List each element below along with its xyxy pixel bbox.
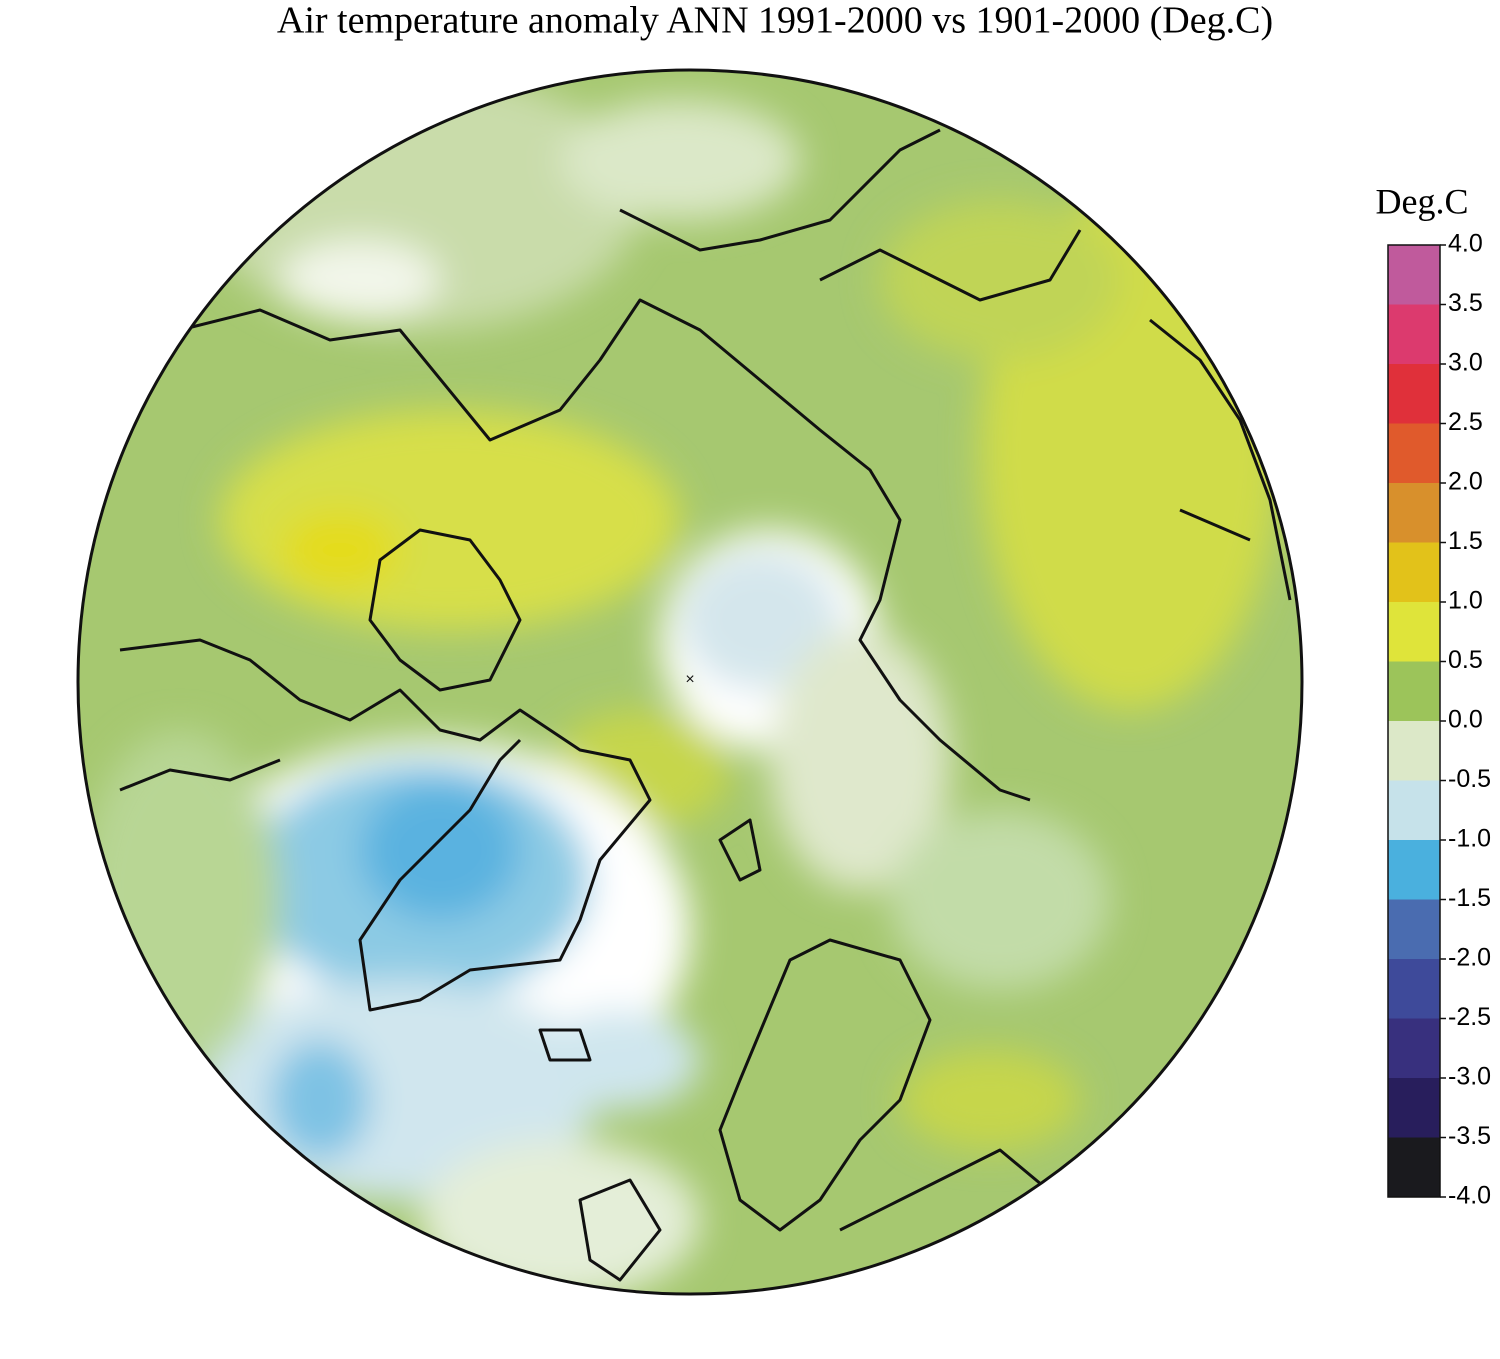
colorbar-tick-label: 0.0: [1448, 706, 1483, 734]
colorbar-tick-label: -1.5: [1448, 884, 1491, 912]
colorbar-swatch: [1388, 364, 1440, 424]
colorbar-tick-label: -4.0: [1448, 1182, 1491, 1210]
colorbar-tick-label: 1.5: [1448, 527, 1483, 555]
colorbar-swatch: [1388, 959, 1440, 1019]
colorbar-tick-label: 3.0: [1448, 349, 1483, 377]
colorbar: 4.0 3.5 3.0 2.5 2.0 1.5 1.0 0.5 0.0 -0.5 -1.0 -1.5 -…: [1387, 230, 1491, 1210]
colorbar-swatch: [1388, 780, 1440, 840]
colorbar-swatch: [1388, 245, 1440, 305]
polar-map: ×: [78, 70, 1302, 1294]
colorbar-swatch: [1388, 661, 1440, 721]
colorbar-swatch: [1388, 602, 1440, 662]
colorbar-swatch: [1388, 840, 1440, 900]
colorbar-tick-label: -3.5: [1448, 1122, 1491, 1150]
colorbar-tick-label: -0.5: [1448, 765, 1491, 793]
colorbar-swatch: [1388, 1137, 1440, 1197]
svg-text:×: ×: [685, 671, 694, 688]
colorbar-label: Deg.C: [1376, 181, 1469, 221]
colorbar-tick-label: -3.0: [1448, 1063, 1491, 1091]
colorbar-tick-label: 0.5: [1448, 646, 1483, 674]
colorbar-tick-label: 1.0: [1448, 587, 1483, 615]
colorbar-tick-label: -2.0: [1448, 944, 1491, 972]
colorbar-swatch: [1388, 899, 1440, 959]
colorbar-swatch: [1388, 423, 1440, 483]
colorbar-swatch: [1388, 483, 1440, 543]
colorbar-tick-label: 3.5: [1448, 289, 1483, 317]
colorbar-swatch: [1388, 304, 1440, 364]
colorbar-swatch: [1388, 721, 1440, 781]
colorbar-swatch: [1388, 542, 1440, 602]
map-border: [76, 68, 1304, 1296]
colorbar-tick-label: 2.0: [1448, 468, 1483, 496]
colorbar-tick-label: -1.0: [1448, 825, 1491, 853]
map-title: Air temperature anomaly ANN 1991-2000 vs…: [277, 0, 1273, 42]
colorbar-tick-label: 2.5: [1448, 408, 1483, 436]
colorbar-swatch: [1388, 1018, 1440, 1078]
colorbar-tick-label: 4.0: [1448, 230, 1483, 258]
colorbar-tick-label: -2.5: [1448, 1003, 1491, 1031]
colorbar-swatch: [1388, 1078, 1440, 1138]
